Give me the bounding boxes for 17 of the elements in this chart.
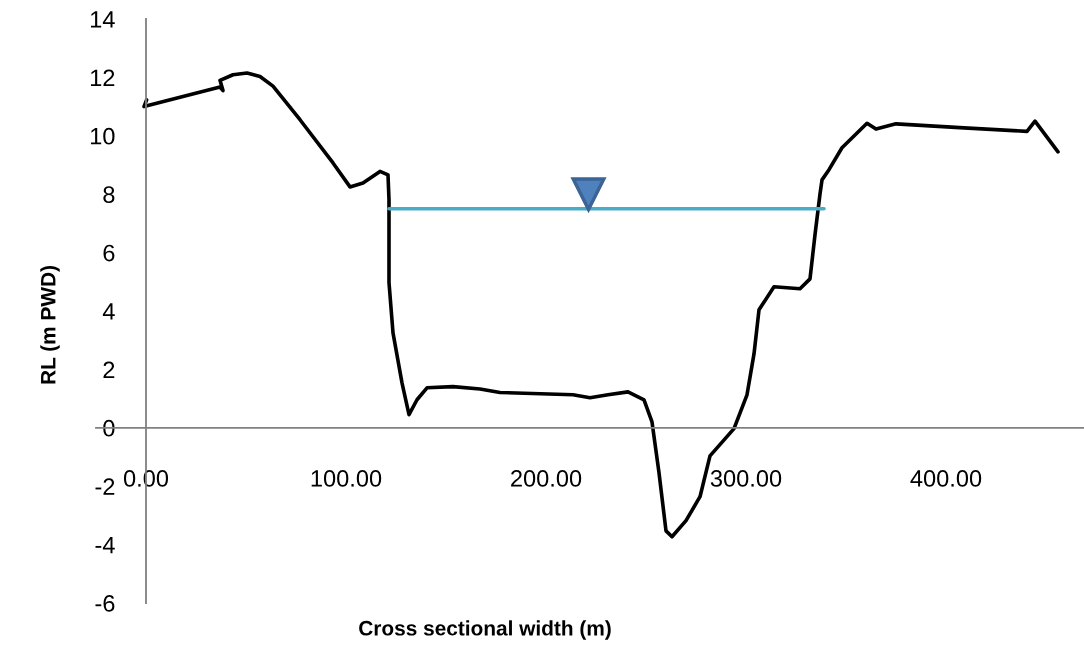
y-tick-label: 6: [103, 244, 115, 262]
y-tick-label: 8: [103, 186, 115, 203]
y-tick-label: -4: [95, 536, 115, 554]
x-axis-title: Cross sectional width (m): [359, 620, 611, 640]
y-axis-title: RL (m PWD): [40, 266, 60, 384]
x-tick-label: 100.00: [311, 470, 382, 487]
y-tick-label: 4: [102, 303, 115, 320]
y-tick-label: 2: [103, 361, 115, 378]
y-tick-label: 10: [90, 127, 115, 145]
x-tick-label: 0.00: [123, 470, 169, 487]
y-tick-label: 14: [90, 11, 115, 28]
x-tick-label: 300.00: [710, 470, 782, 487]
x-tick-label: 200.00: [511, 470, 582, 487]
y-tick-label: -6: [95, 595, 115, 612]
x-tick-label: 400.00: [910, 470, 982, 487]
y-tick-label: 12: [90, 69, 115, 86]
y-tick-label: -2: [95, 478, 115, 495]
